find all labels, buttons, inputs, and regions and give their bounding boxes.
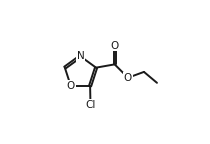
Text: N: N [77, 51, 84, 61]
Text: O: O [124, 73, 132, 83]
Text: O: O [67, 81, 75, 91]
Text: O: O [110, 40, 119, 51]
Text: Cl: Cl [85, 100, 96, 110]
